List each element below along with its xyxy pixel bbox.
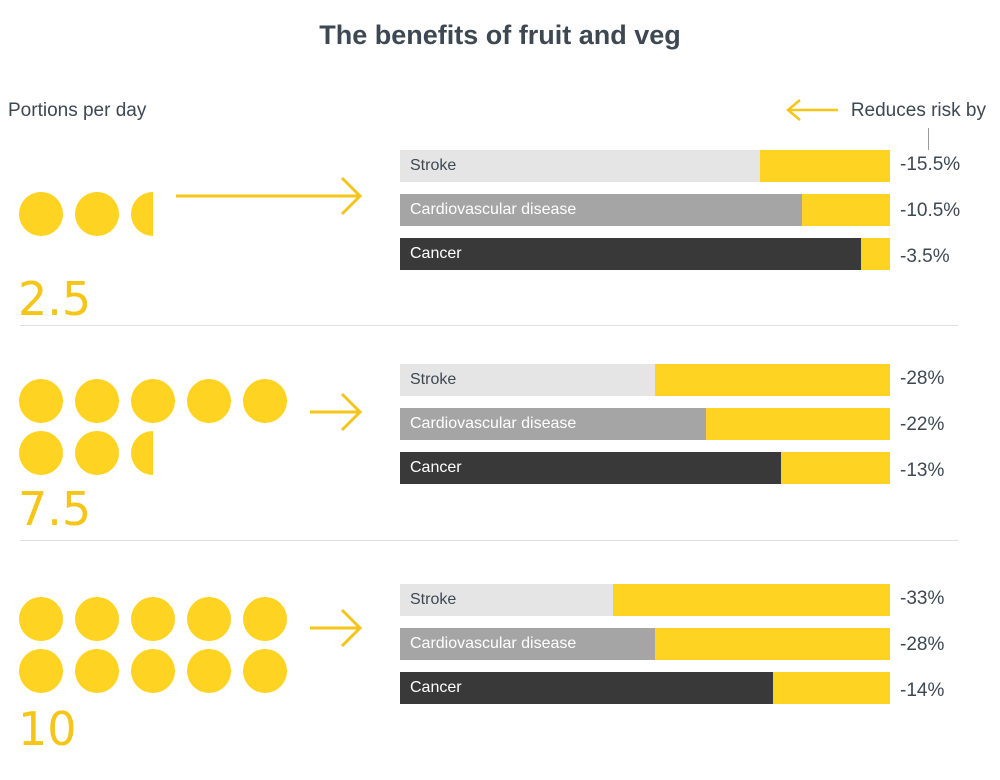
bar-cardiovascular-disease: Cardiovascular disease — [400, 408, 890, 440]
bar-base — [400, 194, 802, 226]
group-separator — [20, 540, 958, 541]
portion-dot — [75, 649, 119, 693]
portion-dot — [19, 192, 63, 236]
bar-base — [400, 150, 760, 182]
chart-title: The benefits of fruit and veg — [319, 20, 681, 50]
portion-dot — [243, 379, 287, 423]
bar-risk-segment — [773, 672, 890, 704]
risk-reduction-label: -22% — [900, 414, 945, 435]
bar-risk-segment — [861, 238, 890, 270]
portion-dot — [75, 379, 119, 423]
bar-category-label: Cardiovascular disease — [410, 635, 577, 652]
portion-dot — [131, 649, 175, 693]
bar-category-label: Stroke — [410, 591, 457, 608]
portions-value: 10 — [18, 702, 77, 756]
portion-dots-3 — [19, 597, 363, 693]
risk-reduction-label: -33% — [900, 588, 945, 609]
bar-base — [400, 408, 706, 440]
risk-reduction-label: -15.5% — [900, 154, 961, 175]
bar-category-label: Cancer — [410, 245, 462, 262]
bar-stroke: Stroke — [400, 364, 890, 396]
bar-risk-segment — [655, 364, 890, 396]
arrow-head — [340, 392, 363, 432]
portion-dot — [187, 649, 231, 693]
risk-reduction-label: -14% — [900, 680, 945, 701]
portion-dot — [19, 649, 63, 693]
bar-base — [400, 452, 781, 484]
bar-category-label: Cardiovascular disease — [410, 201, 577, 218]
portion-dots-1 — [19, 176, 363, 236]
bar-base — [400, 672, 773, 704]
reduces-risk-header: Reduces risk by — [850, 100, 986, 121]
portion-dots-2 — [19, 379, 363, 475]
bar-cancer: Cancer — [400, 672, 890, 704]
bar-cardiovascular-disease: Cardiovascular disease — [400, 628, 890, 660]
portion-dot — [19, 379, 63, 423]
portion-dot — [187, 597, 231, 641]
half-portion-dot — [131, 431, 153, 475]
arrow-head — [340, 608, 363, 648]
bar-cancer: Cancer — [400, 238, 890, 270]
risk-reduction-label: -28% — [900, 368, 945, 389]
portions-per-day-header: Portions per day — [8, 100, 147, 121]
bar-base — [400, 584, 613, 616]
group-separator — [20, 325, 958, 326]
bar-risk-segment — [613, 584, 890, 616]
bar-stroke: Stroke — [400, 584, 890, 616]
risk-reduction-label: -3.5% — [900, 246, 950, 267]
bar-category-label: Stroke — [410, 371, 457, 388]
bar-risk-segment — [781, 452, 890, 484]
risk-reduction-label: -13% — [900, 460, 945, 481]
portions-value: 2.5 — [18, 272, 92, 326]
half-portion-dot — [131, 192, 153, 236]
bar-risk-segment — [802, 194, 890, 226]
bar-risk-segment — [655, 628, 890, 660]
portion-dot — [19, 597, 63, 641]
portion-dot — [131, 379, 175, 423]
bar-category-label: Stroke — [410, 157, 457, 174]
portion-dot — [131, 597, 175, 641]
bar-category-label: Cardiovascular disease — [410, 415, 577, 432]
portion-dot — [75, 192, 119, 236]
bar-risk-segment — [706, 408, 890, 440]
arrow-head — [340, 176, 363, 216]
bar-base — [400, 628, 655, 660]
portions-value: 7.5 — [18, 482, 92, 536]
portion-dot — [243, 649, 287, 693]
header-tick — [928, 128, 929, 150]
left-arrow-icon — [786, 99, 838, 121]
bar-base — [400, 238, 861, 270]
portion-dot — [75, 597, 119, 641]
portion-dot — [187, 379, 231, 423]
bar-category-label: Cancer — [410, 459, 462, 476]
bar-category-label: Cancer — [410, 679, 462, 696]
bar-cardiovascular-disease: Cardiovascular disease — [400, 194, 890, 226]
portion-dot — [243, 597, 287, 641]
risk-reduction-label: -10.5% — [900, 200, 961, 221]
portion-dot — [75, 431, 119, 475]
bar-stroke: Stroke — [400, 150, 890, 182]
bar-base — [400, 364, 655, 396]
bar-cancer: Cancer — [400, 452, 890, 484]
risk-reduction-label: -28% — [900, 634, 945, 655]
bar-risk-segment — [760, 150, 890, 182]
portion-dot — [19, 431, 63, 475]
